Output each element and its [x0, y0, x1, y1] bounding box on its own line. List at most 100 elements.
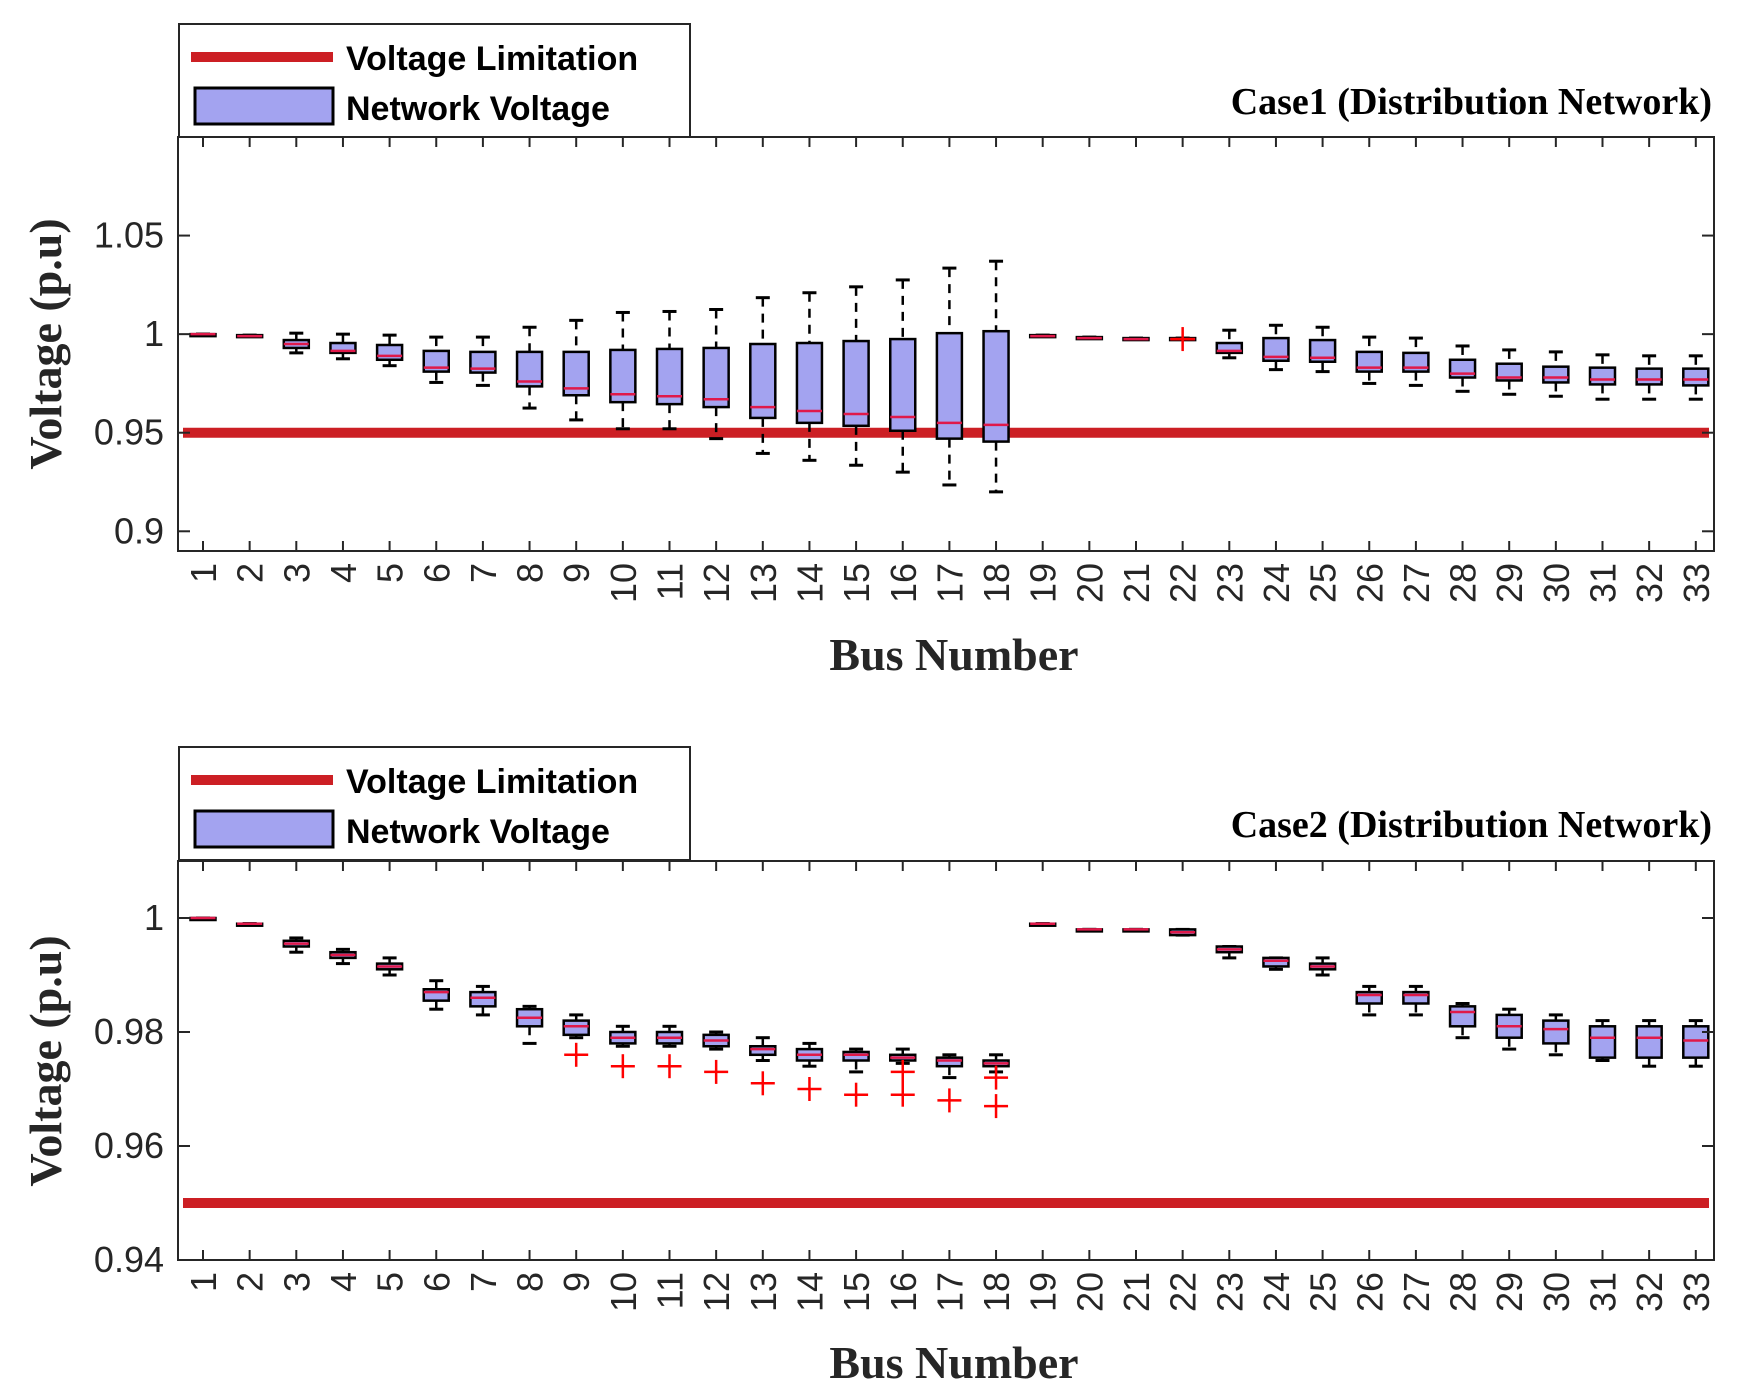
case1-box-bus-23: [1215, 328, 1244, 360]
case2-x-tick-label: 26: [1349, 1272, 1390, 1312]
case2-x-ticks: 1 2 3 4 5 6 7 8 9 10 11 12 13 14 15 16 17 18 19 20 21 22 23 24 2…: [183, 861, 1717, 1312]
case1-box-bus-10: [609, 310, 637, 431]
case1-box-bus-4: [329, 332, 357, 361]
case2-x-tick-label: 3: [276, 1272, 317, 1292]
case2-box-bus-2: [235, 922, 264, 927]
case2-x-tick-label: 18: [976, 1272, 1017, 1312]
case1-box-bus-24: [1262, 323, 1290, 372]
case2-box-bus-4: [329, 947, 357, 966]
case2-outlier: [610, 1054, 635, 1079]
case2-x-tick-label: 32: [1629, 1272, 1670, 1312]
case2-x-tick-label: 10: [603, 1272, 644, 1312]
case2-x-tick-label: 22: [1163, 1272, 1204, 1312]
case2-outlier: [844, 1082, 869, 1107]
iqr-box: [795, 341, 824, 425]
case2-x-tick-label: 13: [743, 1272, 784, 1312]
case1-title: Case1 (Distribution Network): [1231, 81, 1712, 123]
case2-box-bus-17: [935, 1053, 964, 1080]
iqr-box: [1355, 990, 1383, 1005]
case2-x-tick-label: 15: [836, 1272, 877, 1312]
case1-box-bus-27: [1402, 336, 1430, 387]
case2-y-tick-label: 1: [144, 897, 164, 938]
case1-x-tick-label: 17: [929, 563, 970, 603]
case1-x-tick-label: 15: [836, 563, 877, 603]
iqr-box: [1262, 956, 1290, 968]
case2-box-bus-19: [1028, 922, 1057, 927]
case2-outlier: [890, 1082, 915, 1107]
case2-x-tick-label: 11: [650, 1272, 691, 1309]
case1-box-bus-20: [1075, 335, 1104, 341]
case1-marks: [183, 259, 1710, 494]
case1-box-bus-31: [1588, 353, 1617, 401]
case2-box-bus-13: [749, 1036, 777, 1062]
case2-x-axis-label: Bus Number: [829, 1337, 1078, 1388]
case2-outlier: [937, 1088, 962, 1113]
case2-box-bus-24: [1262, 956, 1290, 971]
case1-x-tick-label: 2: [230, 563, 271, 583]
case2-x-tick-label: 28: [1443, 1272, 1484, 1312]
case2-x-tick-label: 12: [696, 1272, 737, 1312]
case1-box-bus-15: [842, 285, 870, 467]
case2-box-bus-27: [1402, 984, 1430, 1017]
case1-x-tick-label: 31: [1583, 563, 1624, 603]
case2-outlier: [657, 1054, 682, 1079]
case2-outlier: [564, 1042, 589, 1067]
case1-y-ticks: 0.9 0.95 1 1.05: [94, 215, 1714, 551]
case1-x-tick-label: 33: [1676, 563, 1717, 603]
case1-legend-limit-label: Voltage Limitation: [346, 40, 638, 78]
case2-legend-box-label: Network Voltage: [346, 813, 610, 851]
case1-box-bus-32: [1635, 354, 1663, 401]
case1-legend-box-swatch: [193, 86, 335, 126]
case2-box-bus-7: [469, 984, 497, 1017]
case1-x-tick-label: 14: [789, 563, 830, 603]
case1-box-bus-5: [375, 333, 404, 368]
case2-outlier: [984, 1065, 1009, 1090]
case2-box-bus-23: [1215, 945, 1244, 960]
iqr-box: [749, 1045, 777, 1057]
case2-box-bus-25: [1308, 956, 1337, 977]
case2-outlier: [890, 1059, 915, 1084]
case1-x-tick-label: 13: [743, 563, 784, 603]
iqr-box: [1588, 1025, 1617, 1059]
iqr-box: [469, 990, 497, 1008]
iqr-box: [375, 343, 404, 362]
case2-x-tick-label: 7: [463, 1272, 504, 1292]
iqr-box: [842, 1050, 870, 1062]
case1-box-bus-8: [515, 325, 544, 410]
case1-x-tick-label: 20: [1069, 563, 1110, 603]
case1-box-bus-6: [422, 335, 450, 384]
case2-y-ticks: 0.94 0.96 0.98 1: [94, 897, 1714, 1280]
case2-x-tick-label: 33: [1676, 1272, 1717, 1312]
iqr-box: [982, 329, 1010, 443]
case1-outlier: [1170, 327, 1195, 352]
case2-box-bus-1: [189, 916, 217, 922]
iqr-box: [1448, 1005, 1477, 1028]
case2-y-tick-label: 0.94: [94, 1239, 164, 1280]
iqr-box: [935, 331, 964, 440]
case1-x-tick-label: 24: [1256, 563, 1297, 603]
iqr-box: [1588, 366, 1617, 386]
case2-outlier: [984, 1094, 1009, 1119]
iqr-box: [655, 347, 684, 406]
case1-box-bus-18: [982, 259, 1010, 494]
iqr-box: [1635, 1025, 1663, 1059]
case1-x-tick-label: 32: [1629, 563, 1670, 603]
iqr-box: [1542, 365, 1570, 384]
case2-box-bus-15: [842, 1047, 870, 1074]
case2-x-tick-label: 17: [929, 1272, 970, 1312]
case1-box-bus-29: [1495, 348, 1523, 396]
case1-x-tick-label: 27: [1396, 563, 1437, 603]
iqr-box: [935, 1056, 964, 1068]
case1-box-bus-9: [562, 318, 590, 422]
iqr-box: [702, 346, 730, 409]
case1-x-tick-label: 18: [976, 563, 1017, 603]
case2-x-tick-label: 14: [789, 1272, 830, 1312]
case2-box-bus-12: [702, 1030, 730, 1051]
case1-x-tick-label: 30: [1536, 563, 1577, 603]
case2-box-bus-5: [375, 956, 404, 977]
iqr-box: [1635, 367, 1663, 386]
iqr-box: [329, 341, 357, 355]
case1-box-bus-16: [889, 278, 917, 474]
case2-box-bus-14: [795, 1041, 824, 1068]
iqr-box: [1308, 338, 1337, 363]
